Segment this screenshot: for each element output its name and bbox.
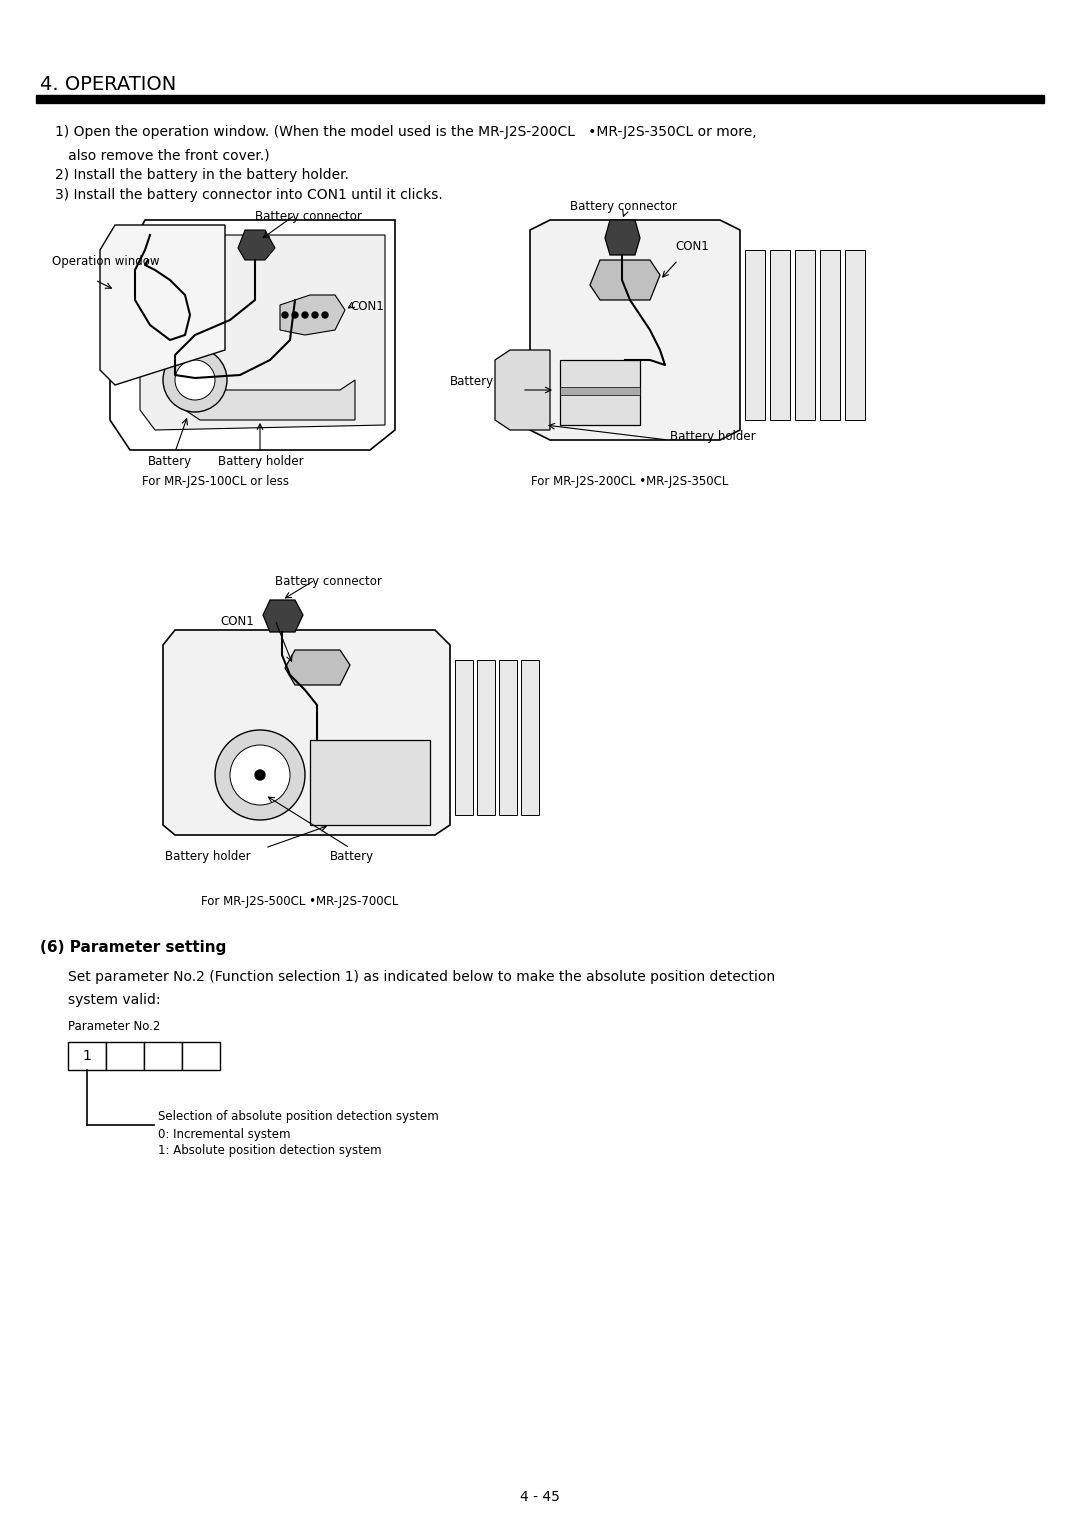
Text: For MR-J2S-500CL •MR-J2S-700CL: For MR-J2S-500CL •MR-J2S-700CL	[201, 895, 399, 908]
Text: CON1: CON1	[350, 299, 383, 313]
Polygon shape	[238, 231, 275, 260]
Text: 1: 1	[82, 1050, 92, 1063]
Text: 0: Incremental system: 0: Incremental system	[158, 1128, 291, 1141]
Polygon shape	[477, 660, 495, 814]
Polygon shape	[561, 361, 640, 425]
Text: Battery connector: Battery connector	[275, 575, 382, 588]
Circle shape	[175, 361, 215, 400]
Polygon shape	[605, 220, 640, 255]
Text: (6) Parameter setting: (6) Parameter setting	[40, 940, 227, 955]
Text: For MR-J2S-100CL or less: For MR-J2S-100CL or less	[141, 475, 288, 487]
Polygon shape	[530, 220, 740, 440]
Polygon shape	[820, 251, 840, 420]
Circle shape	[255, 770, 265, 779]
Polygon shape	[100, 225, 225, 385]
Text: also remove the front cover.): also remove the front cover.)	[55, 148, 270, 162]
Text: 4 - 45: 4 - 45	[521, 1490, 559, 1504]
Polygon shape	[285, 649, 350, 685]
Bar	[106, 1042, 144, 1070]
Text: Operation window: Operation window	[52, 255, 160, 267]
Polygon shape	[280, 295, 345, 335]
Text: For MR-J2S-200CL •MR-J2S-350CL: For MR-J2S-200CL •MR-J2S-350CL	[531, 475, 729, 487]
Circle shape	[215, 730, 305, 821]
Text: Set parameter No.2 (Function selection 1) as indicated below to make the absolut: Set parameter No.2 (Function selection 1…	[68, 970, 775, 984]
Bar	[183, 1042, 220, 1070]
Bar	[36, 95, 1044, 102]
Circle shape	[282, 312, 288, 318]
Polygon shape	[185, 380, 355, 420]
Bar	[68, 1042, 106, 1070]
Circle shape	[230, 746, 291, 805]
Text: 3) Install the battery connector into CON1 until it clicks.: 3) Install the battery connector into CO…	[55, 188, 443, 202]
Polygon shape	[521, 660, 539, 814]
Polygon shape	[310, 740, 430, 825]
Text: 1: Absolute position detection system: 1: Absolute position detection system	[158, 1144, 381, 1157]
Polygon shape	[264, 601, 303, 633]
Circle shape	[302, 312, 308, 318]
Polygon shape	[745, 251, 765, 420]
Text: Battery holder: Battery holder	[670, 429, 756, 443]
Text: 4. OPERATION: 4. OPERATION	[40, 75, 176, 95]
Text: Battery holder: Battery holder	[218, 455, 303, 468]
Text: 1) Open the operation window. (When the model used is the MR-J2S-200CL   •MR-J2S: 1) Open the operation window. (When the …	[55, 125, 757, 139]
Polygon shape	[455, 660, 473, 814]
Text: Battery: Battery	[450, 374, 495, 388]
Text: system valid:: system valid:	[68, 993, 161, 1007]
Text: Battery: Battery	[148, 455, 192, 468]
Polygon shape	[590, 260, 660, 299]
Polygon shape	[499, 660, 517, 814]
Text: 2) Install the battery in the battery holder.: 2) Install the battery in the battery ho…	[55, 168, 349, 182]
Bar	[561, 387, 640, 396]
Polygon shape	[845, 251, 865, 420]
Polygon shape	[495, 350, 550, 429]
Text: Selection of absolute position detection system: Selection of absolute position detection…	[158, 1109, 438, 1123]
Circle shape	[312, 312, 318, 318]
Text: CON1: CON1	[675, 240, 708, 254]
Text: Battery holder: Battery holder	[165, 850, 251, 863]
Circle shape	[322, 312, 328, 318]
Text: Parameter No.2: Parameter No.2	[68, 1021, 160, 1033]
Polygon shape	[795, 251, 815, 420]
Text: Battery connector: Battery connector	[255, 209, 362, 223]
Polygon shape	[163, 630, 450, 834]
Bar	[144, 1042, 183, 1070]
Polygon shape	[140, 235, 384, 429]
Polygon shape	[770, 251, 789, 420]
Text: CON1: CON1	[220, 614, 254, 628]
Circle shape	[163, 348, 227, 413]
Circle shape	[292, 312, 298, 318]
Text: Battery connector: Battery connector	[570, 200, 677, 212]
Text: Battery: Battery	[330, 850, 374, 863]
